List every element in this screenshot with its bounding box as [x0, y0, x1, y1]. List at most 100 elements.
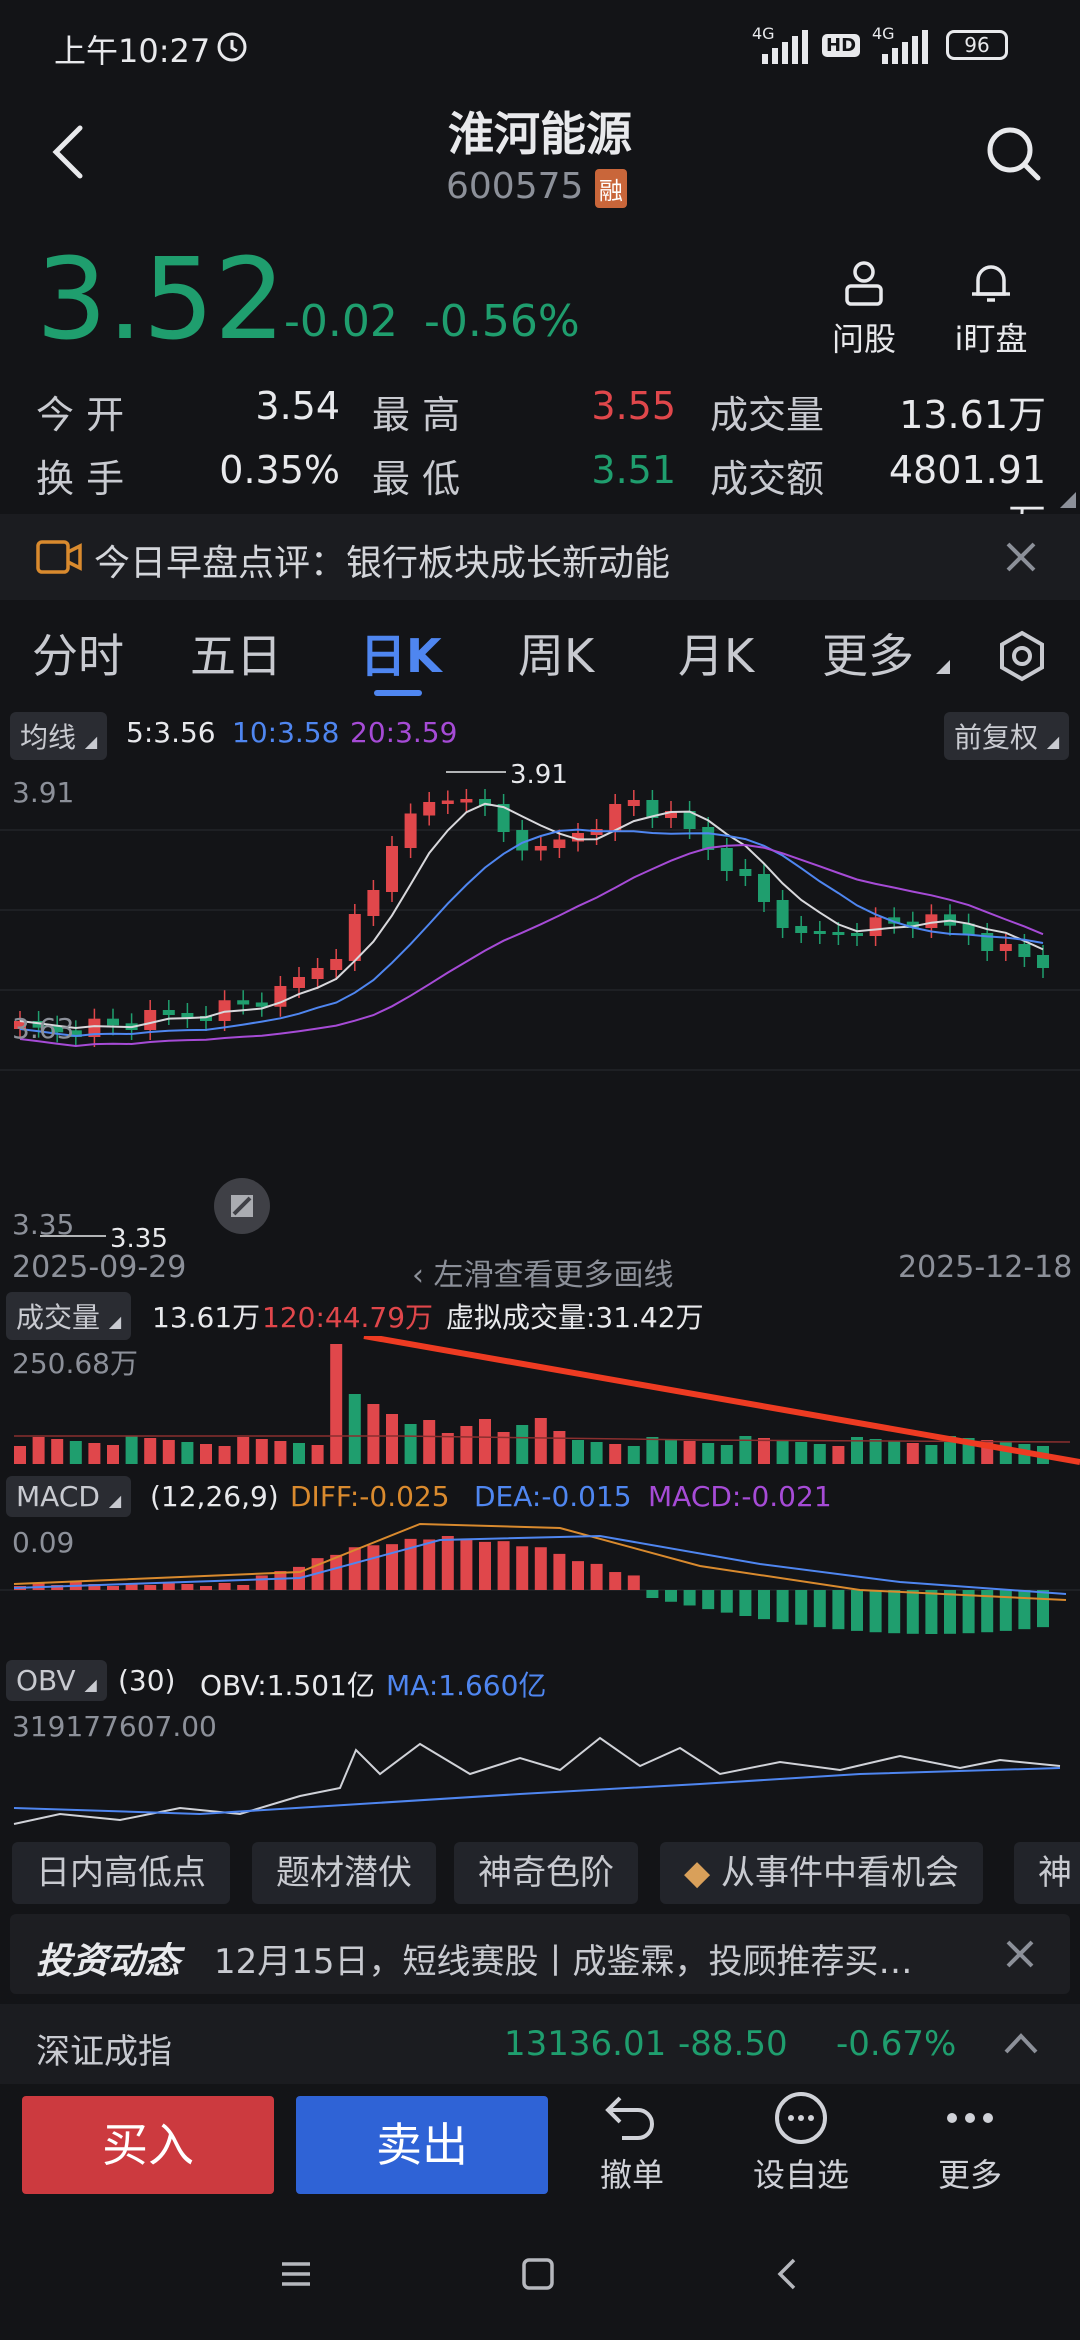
candle-body	[1037, 955, 1049, 968]
candle-body	[962, 923, 975, 935]
volume-bar	[497, 1432, 510, 1464]
chip-more[interactable]: 神	[1014, 1842, 1080, 1904]
watch-button[interactable]: i盯盘	[946, 258, 1036, 360]
nav-home-icon[interactable]	[520, 2256, 556, 2292]
macd-params: (12,26,9)	[150, 1480, 279, 1513]
macd-bar	[627, 1575, 640, 1590]
volume-bar	[237, 1437, 250, 1464]
volume-chart[interactable]	[0, 1336, 1080, 1470]
macd-bar	[944, 1590, 956, 1634]
buy-button[interactable]: 买入	[22, 2096, 274, 2194]
volume-selector[interactable]: 成交量 ◢	[6, 1292, 132, 1340]
tab-more-caret-icon	[936, 660, 950, 674]
drawing-tool-icon[interactable]	[214, 1178, 270, 1234]
obv-chart[interactable]	[0, 1704, 1080, 1834]
candle-body	[311, 968, 324, 979]
macd-bar	[404, 1538, 417, 1590]
nav-back-icon[interactable]	[770, 2256, 806, 2292]
obv-selector[interactable]: OBV ◢	[6, 1660, 107, 1701]
chevron-up-icon[interactable]	[1002, 2030, 1040, 2056]
tab-intraday[interactable]: 分时	[32, 629, 124, 683]
macd-bar	[683, 1590, 696, 1606]
settings-icon[interactable]	[996, 630, 1048, 682]
macd-bar	[553, 1553, 566, 1590]
nav-menu-icon[interactable]	[278, 2256, 314, 2292]
adjust-selector[interactable]: 前复权 ◢	[944, 712, 1070, 760]
candle-body	[776, 900, 789, 928]
ask-stock-button[interactable]: 问股	[822, 258, 906, 360]
close-icon[interactable]	[1004, 1938, 1036, 1970]
virtual-volume: 虚拟成交量:31.42万	[446, 1301, 704, 1334]
macd-bar	[386, 1544, 398, 1590]
volume-selector-label: 成交量	[16, 1301, 101, 1334]
expand-corner-icon[interactable]	[1060, 492, 1076, 508]
volume-bar	[758, 1438, 770, 1464]
volume-bar	[69, 1441, 82, 1464]
volume-bar	[441, 1433, 454, 1464]
candle-body	[162, 1010, 175, 1015]
macd-bar	[255, 1575, 268, 1590]
tab-weekly-k[interactable]: 周K	[518, 629, 595, 683]
index-bar[interactable]: 深证成指 13136.01 -88.50 -0.67%	[0, 2004, 1080, 2084]
tab-five-day[interactable]: 五日	[190, 629, 282, 683]
sell-button[interactable]: 卖出	[296, 2096, 548, 2194]
tab-monthly-k[interactable]: 月K	[678, 629, 755, 683]
bell-icon	[972, 265, 1010, 302]
candle-body	[888, 917, 901, 924]
volume-bar	[813, 1444, 826, 1464]
stat-low-value: 3.51	[591, 448, 676, 492]
cancel-order-button[interactable]: 撤单	[580, 2090, 684, 2196]
candle-body	[1018, 944, 1031, 957]
ma-selector[interactable]: 均线 ◢	[10, 712, 108, 760]
back-icon[interactable]	[48, 124, 88, 180]
candle-body	[851, 933, 863, 936]
macd-bar	[330, 1554, 343, 1590]
volume-bar	[590, 1442, 603, 1464]
volume-bar	[720, 1445, 733, 1464]
add-watchlist-button[interactable]: 设自选	[744, 2090, 858, 2196]
tab-more[interactable]: 更多	[822, 629, 914, 683]
macd-diff-line	[13, 1522, 1067, 1601]
more-button[interactable]: 更多	[920, 2090, 1020, 2196]
volume-bar	[906, 1443, 919, 1464]
chip-theme-ambush[interactable]: 题材潜伏	[252, 1842, 436, 1904]
macd-bar	[925, 1590, 938, 1634]
macd-bar	[702, 1590, 715, 1610]
candle-body	[423, 802, 436, 816]
obv-selector-label: OBV	[16, 1664, 76, 1697]
close-icon[interactable]	[1004, 540, 1038, 574]
index-name: 深证成指	[36, 2032, 172, 2072]
chip-intraday-high-low[interactable]: 日内高低点	[12, 1842, 230, 1904]
search-icon[interactable]	[984, 124, 1044, 184]
more-label: 更多	[937, 2156, 1002, 2194]
chip-magic-color[interactable]: 神奇色阶	[454, 1842, 638, 1904]
volume-bar	[311, 1445, 324, 1464]
tab-daily-k[interactable]: 日K	[360, 629, 442, 683]
news-bar[interactable]: 投资动态 12月15日，短线赛股丨成鉴霖，投顾推荐买…	[10, 1914, 1070, 1994]
macd-dea-line	[13, 1534, 1067, 1595]
macd-dea: DEA:-0.015	[474, 1480, 632, 1513]
macd-chart[interactable]	[0, 1520, 1080, 1654]
candle-body	[497, 804, 510, 832]
macd-bar	[851, 1590, 863, 1631]
candle-body	[479, 799, 491, 806]
stat-turnover-value: 0.35%	[219, 448, 340, 492]
commentary-banner[interactable]: 今日早盘点评：银行板块成长新动能	[0, 514, 1080, 600]
candle-body	[255, 1002, 268, 1007]
volume-ma-line	[14, 1435, 1071, 1443]
chip-event-opportunity[interactable]: ◆ 从事件中看机会	[660, 1842, 983, 1904]
signal-icon	[760, 30, 814, 64]
candle-body	[665, 811, 677, 818]
caret-icon: ◢	[84, 1675, 97, 1694]
ma20-line	[19, 843, 1044, 1048]
volume-bar	[553, 1431, 566, 1464]
kline-chart[interactable]	[0, 760, 1080, 1250]
macd-selector[interactable]: MACD ◢	[6, 1476, 132, 1517]
obv-params: (30)	[118, 1664, 176, 1697]
kline-low-marker: 3.35	[110, 1224, 168, 1254]
candle-body	[386, 846, 398, 892]
macd-bar	[720, 1590, 733, 1613]
margin-badge: 融	[594, 168, 627, 208]
volume-bar	[181, 1442, 194, 1464]
stat-low-label: 最 低	[372, 457, 461, 501]
